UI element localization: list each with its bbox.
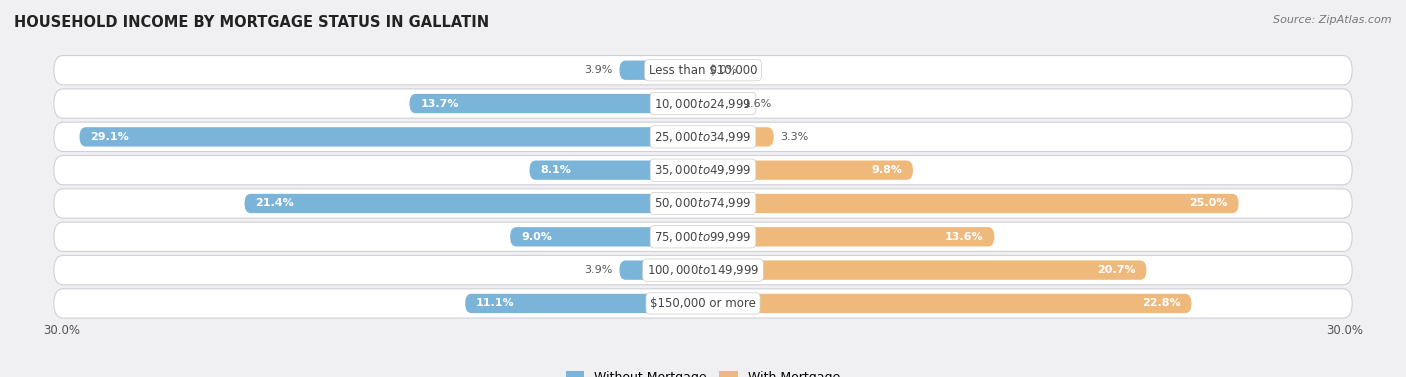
- FancyBboxPatch shape: [53, 289, 1353, 318]
- FancyBboxPatch shape: [703, 261, 1146, 280]
- FancyBboxPatch shape: [245, 194, 703, 213]
- FancyBboxPatch shape: [53, 189, 1353, 218]
- Text: 9.8%: 9.8%: [872, 165, 903, 175]
- Text: Less than $10,000: Less than $10,000: [648, 64, 758, 77]
- Text: $100,000 to $149,999: $100,000 to $149,999: [647, 263, 759, 277]
- Text: Source: ZipAtlas.com: Source: ZipAtlas.com: [1274, 15, 1392, 25]
- FancyBboxPatch shape: [530, 161, 703, 180]
- FancyBboxPatch shape: [409, 94, 703, 113]
- Text: 29.1%: 29.1%: [90, 132, 129, 142]
- Text: 11.1%: 11.1%: [475, 299, 515, 308]
- Text: 3.9%: 3.9%: [585, 65, 613, 75]
- Text: 8.1%: 8.1%: [540, 165, 571, 175]
- FancyBboxPatch shape: [53, 122, 1353, 152]
- FancyBboxPatch shape: [465, 294, 703, 313]
- Legend: Without Mortgage, With Mortgage: Without Mortgage, With Mortgage: [561, 366, 845, 377]
- Text: 21.4%: 21.4%: [256, 199, 294, 208]
- FancyBboxPatch shape: [703, 94, 737, 113]
- FancyBboxPatch shape: [620, 261, 703, 280]
- FancyBboxPatch shape: [703, 294, 1191, 313]
- Text: 22.8%: 22.8%: [1142, 299, 1181, 308]
- Text: 20.7%: 20.7%: [1097, 265, 1136, 275]
- Text: 0.0%: 0.0%: [710, 65, 738, 75]
- FancyBboxPatch shape: [703, 227, 994, 247]
- FancyBboxPatch shape: [510, 227, 703, 247]
- FancyBboxPatch shape: [703, 161, 912, 180]
- Text: 13.6%: 13.6%: [945, 232, 984, 242]
- FancyBboxPatch shape: [620, 61, 703, 80]
- Text: 1.6%: 1.6%: [744, 98, 772, 109]
- Text: HOUSEHOLD INCOME BY MORTGAGE STATUS IN GALLATIN: HOUSEHOLD INCOME BY MORTGAGE STATUS IN G…: [14, 15, 489, 30]
- Text: 30.0%: 30.0%: [1326, 323, 1362, 337]
- FancyBboxPatch shape: [53, 89, 1353, 118]
- Text: $35,000 to $49,999: $35,000 to $49,999: [654, 163, 752, 177]
- FancyBboxPatch shape: [53, 222, 1353, 251]
- FancyBboxPatch shape: [703, 194, 1239, 213]
- Text: 25.0%: 25.0%: [1189, 199, 1227, 208]
- FancyBboxPatch shape: [53, 156, 1353, 185]
- Text: 3.9%: 3.9%: [585, 265, 613, 275]
- FancyBboxPatch shape: [703, 127, 773, 147]
- Text: 3.3%: 3.3%: [780, 132, 808, 142]
- Text: 9.0%: 9.0%: [520, 232, 551, 242]
- Text: $50,000 to $74,999: $50,000 to $74,999: [654, 196, 752, 210]
- Text: $10,000 to $24,999: $10,000 to $24,999: [654, 97, 752, 110]
- Text: $25,000 to $34,999: $25,000 to $34,999: [654, 130, 752, 144]
- Text: $150,000 or more: $150,000 or more: [650, 297, 756, 310]
- FancyBboxPatch shape: [80, 127, 703, 147]
- Text: 30.0%: 30.0%: [44, 323, 80, 337]
- Text: $75,000 to $99,999: $75,000 to $99,999: [654, 230, 752, 244]
- Text: 13.7%: 13.7%: [420, 98, 458, 109]
- FancyBboxPatch shape: [53, 256, 1353, 285]
- FancyBboxPatch shape: [53, 55, 1353, 85]
